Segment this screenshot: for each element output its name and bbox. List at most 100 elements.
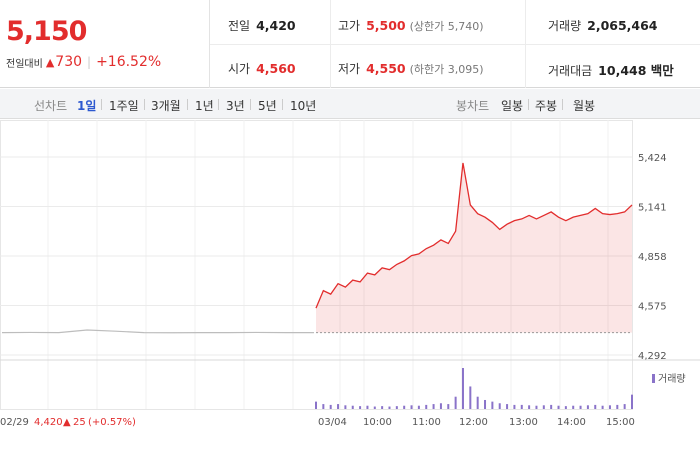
x-tick-label: 14:00 (557, 417, 586, 428)
upper-limit: (상한가 5,740) (409, 20, 484, 33)
period-divider (101, 99, 102, 110)
open-label: 시가 (228, 62, 251, 76)
high-cell: 고가 5,500 (상한가 5,740) (338, 17, 484, 34)
x-tick-label: 15:00 (606, 417, 635, 428)
period-3year[interactable]: 3년 (226, 99, 245, 113)
period-divider (282, 99, 283, 110)
volume-bar (601, 405, 604, 409)
period-1year[interactable]: 1년 (195, 99, 214, 113)
current-price: 5,150 (6, 16, 87, 47)
stock-summary: 5,150 전일대비 ▲ 730 | +16.52% 전일 4,420 시가 4… (0, 0, 700, 88)
summary-row-divider (210, 44, 700, 45)
summary-col-divider (525, 0, 526, 88)
volume-bar (359, 406, 362, 409)
change-label: 전일대비 (6, 58, 43, 70)
low-label: 저가 (338, 62, 361, 76)
x-tick-label: 11:00 (412, 417, 441, 428)
candle-monthly[interactable]: 월봉 (573, 99, 596, 113)
candle-daily[interactable]: 일봉 (501, 99, 524, 113)
volume-legend-swatch (652, 374, 655, 383)
volume-bar (616, 404, 619, 409)
volume-bar (366, 405, 369, 409)
volume-label: 거래량 (548, 19, 582, 33)
period-divider (218, 99, 219, 110)
prev-day-price: 4,420 (34, 417, 63, 428)
volume-bar (410, 405, 413, 409)
y-tick-label: 4,575 (638, 302, 667, 313)
high-label: 고가 (338, 19, 361, 33)
lower-limit: (하한가 3,095) (409, 63, 484, 76)
volume-bar (417, 405, 420, 409)
prev-close-label: 전일 (228, 19, 251, 33)
volume-bar (608, 405, 611, 409)
amount-value: 10,448 백만 (598, 63, 674, 78)
y-tick-label: 4,858 (638, 252, 667, 263)
volume-bar (631, 394, 633, 409)
period-divider (187, 99, 188, 110)
volume-bar (344, 405, 347, 409)
volume-bar (579, 405, 582, 409)
x-tick-label: 03/04 (318, 417, 347, 428)
volume-bar (432, 404, 435, 409)
period-10year[interactable]: 10년 (290, 99, 317, 113)
volume-bar (484, 399, 487, 409)
volume-bar (542, 405, 545, 409)
volume-bar (351, 405, 354, 409)
volume-bar (425, 404, 428, 409)
volume-legend-label: 거래량 (658, 373, 686, 385)
x-tick-label: 13:00 (509, 417, 538, 428)
change-percent: +16.52% (96, 54, 162, 70)
volume-bar (381, 406, 384, 409)
volume-bar (388, 406, 391, 409)
volume-bar (513, 404, 516, 409)
open-cell: 시가 4,560 (228, 60, 296, 77)
high-value: 5,500 (366, 18, 406, 33)
volume-bar (528, 405, 531, 409)
change-row: 전일대비 ▲ 730 | +16.52% (6, 54, 161, 70)
period-divider (528, 99, 529, 110)
prev-day-percent: (+0.57%) (88, 417, 136, 428)
volume-bar (454, 396, 457, 409)
volume-bar (491, 401, 494, 409)
period-bar: 선차트 1일 1주일 3개월 1년 3년 5년 10년 봉차트 일봉 주봉 월봉 (0, 89, 700, 119)
x-tick-label: 10:00 (363, 417, 392, 428)
price-line (315, 162, 633, 309)
volume-bar (572, 405, 575, 409)
period-3month[interactable]: 3개월 (151, 99, 181, 113)
y-tick-label: 4,292 (638, 351, 667, 362)
volume-bar (322, 404, 325, 409)
y-tick-label: 5,141 (638, 203, 667, 214)
volume-bar (373, 406, 376, 409)
prev-day-date: 02/29 (0, 417, 29, 428)
prev-day-arrow-icon: ▲ (63, 417, 71, 428)
candle-weekly[interactable]: 주봉 (535, 99, 558, 113)
volume-bar (623, 404, 626, 409)
volume-bar (550, 404, 553, 409)
period-divider (562, 99, 563, 110)
volume-bar (469, 386, 472, 409)
volume-bar (594, 404, 597, 409)
y-tick-label: 5,424 (638, 153, 667, 164)
volume-bar (535, 405, 538, 409)
volume-bar (564, 406, 567, 409)
x-tick-label: 12:00 (459, 417, 488, 428)
chart-frame (0, 120, 633, 410)
period-1day[interactable]: 1일 (77, 99, 97, 113)
prev-close-cell: 전일 4,420 (228, 17, 296, 34)
volume-bar (315, 401, 317, 409)
period-5year[interactable]: 5년 (258, 99, 277, 113)
price-chart[interactable]: 5,424 5,141 4,858 4,575 4,292 거래량 03/04 10:00 11… (0, 120, 700, 450)
volume-bar (557, 405, 560, 409)
period-1week[interactable]: 1주일 (109, 99, 139, 113)
volume-bar (461, 368, 464, 409)
candle-chart-title: 봉차트 (456, 99, 490, 113)
amount-cell: 거래대금 10,448 백만 (548, 60, 674, 79)
volume-bar (520, 404, 523, 409)
amount-label: 거래대금 (548, 64, 593, 78)
volume-bar (476, 396, 479, 409)
prev-close-value: 4,420 (256, 18, 296, 33)
up-arrow-icon: ▲ (45, 55, 55, 69)
period-divider (144, 99, 145, 110)
line-chart-title: 선차트 (34, 99, 68, 113)
current-price-box: 5,150 전일대비 ▲ 730 | +16.52% (0, 0, 210, 88)
